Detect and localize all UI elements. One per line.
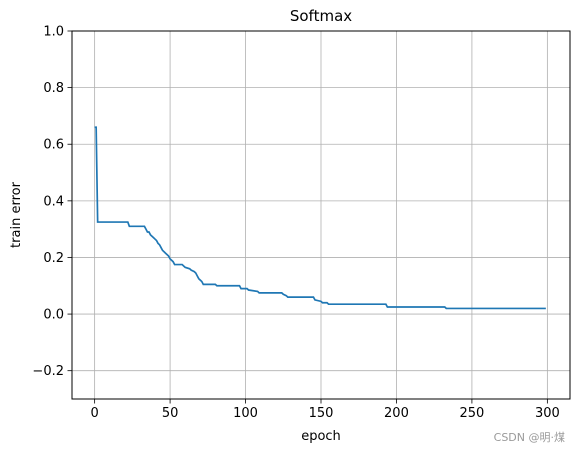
y-tick-label: 0.0 [43,308,64,323]
chart-title: Softmax [290,7,352,25]
y-tick-label: 0.4 [43,194,64,209]
y-tick-label: 0.8 [43,81,64,96]
y-axis-ticks: −0.2 0.0 0.2 0.4 0.6 0.8 1.0 [32,25,72,379]
watermark: CSDN @明·煤 [493,431,565,444]
x-tick-label: 200 [384,406,409,421]
train-error-line [94,126,546,310]
y-tick-label: 1.0 [43,25,64,40]
y-tick-label: 0.2 [43,251,64,266]
y-tick-label: 0.6 [43,138,64,153]
x-tick-label: 300 [535,406,560,421]
x-tick-label: 100 [233,406,258,421]
x-tick-label: 150 [309,406,334,421]
x-tick-label: 250 [459,406,484,421]
x-tick-label: 0 [90,406,98,421]
y-axis-label: train error [9,181,24,248]
y-tick-label: −0.2 [32,364,64,379]
grid-lines [72,30,570,399]
x-axis-label: epoch [301,429,341,444]
x-tick-label: 50 [162,406,179,421]
x-axis-ticks: 0 50 100 150 200 250 300 [90,399,560,421]
